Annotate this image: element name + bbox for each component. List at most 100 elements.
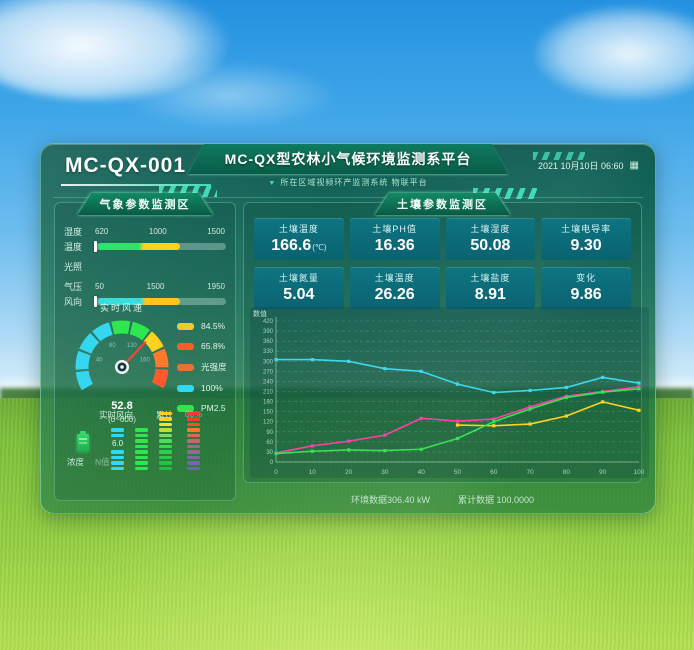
legend-item: 65.8% xyxy=(177,341,227,351)
y-tick-label: 240 xyxy=(263,379,274,385)
chart-point xyxy=(347,359,351,363)
chart-point xyxy=(601,400,605,404)
slider-row: 温度 xyxy=(64,240,226,253)
legend-swatch xyxy=(177,404,194,412)
chart-point xyxy=(528,405,532,409)
slider-track[interactable] xyxy=(94,241,226,252)
y-tick-label: 330 xyxy=(263,349,274,355)
battery-label: 浓度 xyxy=(67,457,85,467)
gauge-tick-label: 120 xyxy=(127,343,138,349)
y-tick-label: 210 xyxy=(263,390,274,396)
soil-card-label: 土壤温度 xyxy=(278,224,319,234)
led-column: 6.0 xyxy=(111,428,124,470)
wind-gauge: 实时风速 40 80 120 160 52.8 (0~600) xyxy=(66,301,178,436)
chart-point xyxy=(601,375,605,379)
soil-card: 土壤温度 26.26 xyxy=(349,267,440,309)
soil-card: 土壤温度 166.6(℃) xyxy=(254,218,344,260)
datetime-row: 2021 10月10日 06:60 ▦ xyxy=(538,159,639,172)
y-tick-label: 390 xyxy=(263,329,274,335)
y-tick-label: 150 xyxy=(263,410,274,416)
chart-point xyxy=(637,381,641,385)
slider-fill xyxy=(98,298,180,305)
soil-card-label: 土壤盐度 xyxy=(470,273,511,283)
led-column xyxy=(135,428,148,470)
chart-point xyxy=(601,390,605,394)
y-tick-label: 420 xyxy=(263,319,274,325)
led-segment xyxy=(111,455,124,459)
soil-card: 变化 9.86 xyxy=(541,267,631,309)
gauge-segment xyxy=(75,370,94,391)
legend-label: 光强度 xyxy=(201,362,227,372)
chart-point xyxy=(419,369,423,373)
slider-ticks: 50 1500 1950 xyxy=(94,282,226,291)
soil-card-label: 土壤温度 xyxy=(374,273,415,283)
legend-swatch xyxy=(177,322,194,330)
led-segment xyxy=(159,466,172,470)
led-column xyxy=(159,411,172,470)
slider-handle[interactable] xyxy=(94,241,97,252)
slider-row: 光照 xyxy=(64,260,226,273)
soil-card: 土壤湿度 50.08 xyxy=(445,218,536,260)
led-segment xyxy=(159,444,172,448)
led-segment xyxy=(187,444,200,448)
meter-label-mid: 累计 xyxy=(156,410,174,420)
gauge-dial: 40 80 120 160 52.8 (0~600) xyxy=(75,320,169,424)
calendar-icon[interactable]: ▦ xyxy=(629,160,639,171)
led-segment xyxy=(187,411,200,415)
gauge-tick-label: 80 xyxy=(109,343,116,349)
datetime-text: 2021 10月10日 06:60 xyxy=(537,161,624,171)
led-segment xyxy=(135,439,148,443)
y-tick-label: 270 xyxy=(263,369,274,375)
chart-point xyxy=(564,395,568,400)
x-tick-label: 50 xyxy=(454,469,462,476)
legend-swatch xyxy=(177,384,194,392)
dashboard-panel: MC-QX-001 MC-QX型农林小气候环境监测系平台 ▼ 所在区域视频环产监测… xyxy=(40,143,656,514)
legend-item: PM2.5 xyxy=(177,403,227,413)
legend-label: 65.8% xyxy=(201,341,226,351)
soil-stat-cards: 土壤温度 166.6(℃) 土壤PH值 16.36 土壤湿度 50.08 土壤电导率 9.30… xyxy=(254,218,631,309)
x-tick-label: 70 xyxy=(526,469,534,476)
soil-chart-area: 0 30 60 90 120 150 180 210 240 270 300 330 360 390 420… xyxy=(250,307,649,478)
cloud xyxy=(534,6,694,101)
slider-tick: 1500 xyxy=(207,227,225,236)
chart-point xyxy=(383,448,387,453)
slider-track[interactable] xyxy=(94,296,226,307)
soil-card-value: 9.30 xyxy=(570,237,602,254)
footer-total-data: 累计数据 100.0000 xyxy=(457,495,535,505)
slider-row: 湿度 620 1000 1500 xyxy=(64,225,226,238)
slider-handle[interactable] xyxy=(94,296,97,307)
led-segment xyxy=(159,422,172,426)
soil-card-value: 9.86 xyxy=(570,286,602,303)
led-segment xyxy=(159,439,172,443)
soil-panel-tab: 土壤参数监测区 xyxy=(375,193,510,215)
chart-point xyxy=(455,436,460,441)
page-title: MC-QX型农林小气候环境监测系平台 xyxy=(224,151,472,167)
led-segment xyxy=(111,428,124,432)
weather-panel-tab: 气象参数监测区 xyxy=(78,193,213,215)
led-segment xyxy=(187,450,200,454)
gauge-range: (0~600) xyxy=(108,415,136,424)
soil-card-label: 土壤电导率 xyxy=(561,224,612,234)
led-segment xyxy=(159,417,172,421)
slider-tick: 1950 xyxy=(207,282,225,291)
led-segment xyxy=(159,411,172,415)
device-underline xyxy=(61,184,211,186)
led-segment xyxy=(187,428,200,432)
cloud xyxy=(120,60,340,130)
y-tick-label: 120 xyxy=(263,420,274,426)
battery-icon xyxy=(77,431,89,452)
slider-label: 气压 xyxy=(64,282,83,292)
legend-swatch xyxy=(177,342,194,350)
legend-label: PM2.5 xyxy=(201,403,226,413)
led-segment xyxy=(159,428,172,432)
slider-label: 湿度 xyxy=(64,227,83,237)
led-segment xyxy=(187,422,200,426)
chart-point xyxy=(347,439,351,443)
meter-label-left: 实时风向 xyxy=(99,410,134,420)
slider-label: 温度 xyxy=(64,242,83,252)
soil-card-unit: (℃) xyxy=(312,243,327,252)
battery-sub-label: N值 xyxy=(95,457,110,467)
led-column xyxy=(187,411,200,470)
led-segment xyxy=(135,461,148,465)
led-segment xyxy=(187,433,200,437)
